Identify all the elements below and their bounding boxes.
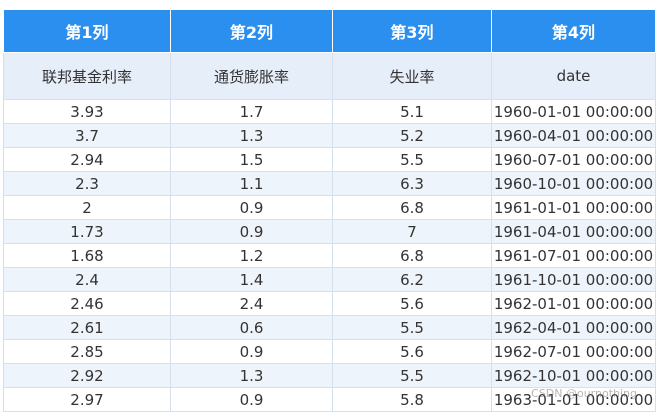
table-cell: 1961-01-01 00:00:00 (491, 195, 656, 220)
table-cell: 1962-10-01 00:00:00 (491, 363, 656, 388)
column-name-inflation: 通货膨胀率 (170, 52, 333, 100)
table-cell: 2.4 (170, 291, 333, 316)
table-row: 1.68 1.2 6.8 1961-07-01 00:00:00 (3, 243, 656, 268)
table-cell: 1.73 (3, 219, 171, 244)
table-cell: 2.92 (3, 363, 171, 388)
table-row: 2.94 1.5 5.5 1960-07-01 00:00:00 (3, 147, 656, 172)
table-row: 2.4 1.4 6.2 1961-10-01 00:00:00 (3, 267, 656, 292)
table-cell: 1962-01-01 00:00:00 (491, 291, 656, 316)
table-cell: 1960-10-01 00:00:00 (491, 171, 656, 196)
table-cell: 2 (3, 195, 171, 220)
table-cell: 1960-07-01 00:00:00 (491, 147, 656, 172)
table-cell: 1.3 (170, 363, 333, 388)
table-cell: 3.93 (3, 99, 171, 124)
table-cell: 0.9 (170, 219, 333, 244)
table-cell: 1961-10-01 00:00:00 (491, 267, 656, 292)
table-cell: 2.3 (3, 171, 171, 196)
table-cell: 6.8 (332, 243, 492, 268)
table-row: 2.46 2.4 5.6 1962-01-01 00:00:00 (3, 291, 656, 316)
column-name-date: date (491, 52, 656, 100)
table-cell: 6.3 (332, 171, 492, 196)
table-cell: 1960-04-01 00:00:00 (491, 123, 656, 148)
table-cell: 5.2 (332, 123, 492, 148)
data-table: 第1列 第2列 第3列 第4列 联邦基金利率 通货膨胀率 失业率 date 3.… (3, 9, 656, 412)
column-header-4[interactable]: 第4列 (491, 9, 656, 53)
column-header-1[interactable]: 第1列 (3, 9, 171, 53)
table-row: 1.73 0.9 7 1961-04-01 00:00:00 (3, 219, 656, 244)
column-name-unemployment: 失业率 (332, 52, 492, 100)
table-cell: 7 (332, 219, 492, 244)
table-cell: 1960-01-01 00:00:00 (491, 99, 656, 124)
table-row: 3.7 1.3 5.2 1960-04-01 00:00:00 (3, 123, 656, 148)
column-name-row: 联邦基金利率 通货膨胀率 失业率 date (3, 52, 656, 100)
table-cell: 1962-07-01 00:00:00 (491, 339, 656, 364)
table-cell: 5.6 (332, 291, 492, 316)
table-cell: 0.6 (170, 315, 333, 340)
table-cell: 1.1 (170, 171, 333, 196)
table-cell: 1961-04-01 00:00:00 (491, 219, 656, 244)
table-cell: 0.9 (170, 387, 333, 412)
table-cell: 3.7 (3, 123, 171, 148)
table-cell: 0.9 (170, 195, 333, 220)
table-cell: 0.9 (170, 339, 333, 364)
column-header-2[interactable]: 第2列 (170, 9, 333, 53)
table-row: 2 0.9 6.8 1961-01-01 00:00:00 (3, 195, 656, 220)
table-cell: 2.46 (3, 291, 171, 316)
table-cell: 1.7 (170, 99, 333, 124)
table-row: 2.61 0.6 5.5 1962-04-01 00:00:00 (3, 315, 656, 340)
table-cell: 2.94 (3, 147, 171, 172)
table-cell: 2.4 (3, 267, 171, 292)
watermark-text: CSDN @ournothing (531, 387, 637, 400)
table-row: 3.93 1.7 5.1 1960-01-01 00:00:00 (3, 99, 656, 124)
column-index-row: 第1列 第2列 第3列 第4列 (3, 9, 656, 53)
table-cell: 5.8 (332, 387, 492, 412)
table-cell: 5.5 (332, 315, 492, 340)
table-cell: 1962-04-01 00:00:00 (491, 315, 656, 340)
table-cell: 1.5 (170, 147, 333, 172)
table-cell: 1.4 (170, 267, 333, 292)
column-header-3[interactable]: 第3列 (332, 9, 492, 53)
table-cell: 6.8 (332, 195, 492, 220)
table-cell: 5.5 (332, 147, 492, 172)
table-cell: 6.2 (332, 267, 492, 292)
table-cell: 1.3 (170, 123, 333, 148)
column-name-fed-rate: 联邦基金利率 (3, 52, 171, 100)
table-cell: 1.2 (170, 243, 333, 268)
table-cell: 5.1 (332, 99, 492, 124)
table-row: 2.85 0.9 5.6 1962-07-01 00:00:00 (3, 339, 656, 364)
table-cell: 5.6 (332, 339, 492, 364)
table-row: 2.92 1.3 5.5 1962-10-01 00:00:00 (3, 363, 656, 388)
table-cell: 5.5 (332, 363, 492, 388)
table-cell: 1.68 (3, 243, 171, 268)
table-cell: 2.97 (3, 387, 171, 412)
table-cell: 2.85 (3, 339, 171, 364)
table-row: 2.3 1.1 6.3 1960-10-01 00:00:00 (3, 171, 656, 196)
table-cell: 1961-07-01 00:00:00 (491, 243, 656, 268)
table-cell: 2.61 (3, 315, 171, 340)
